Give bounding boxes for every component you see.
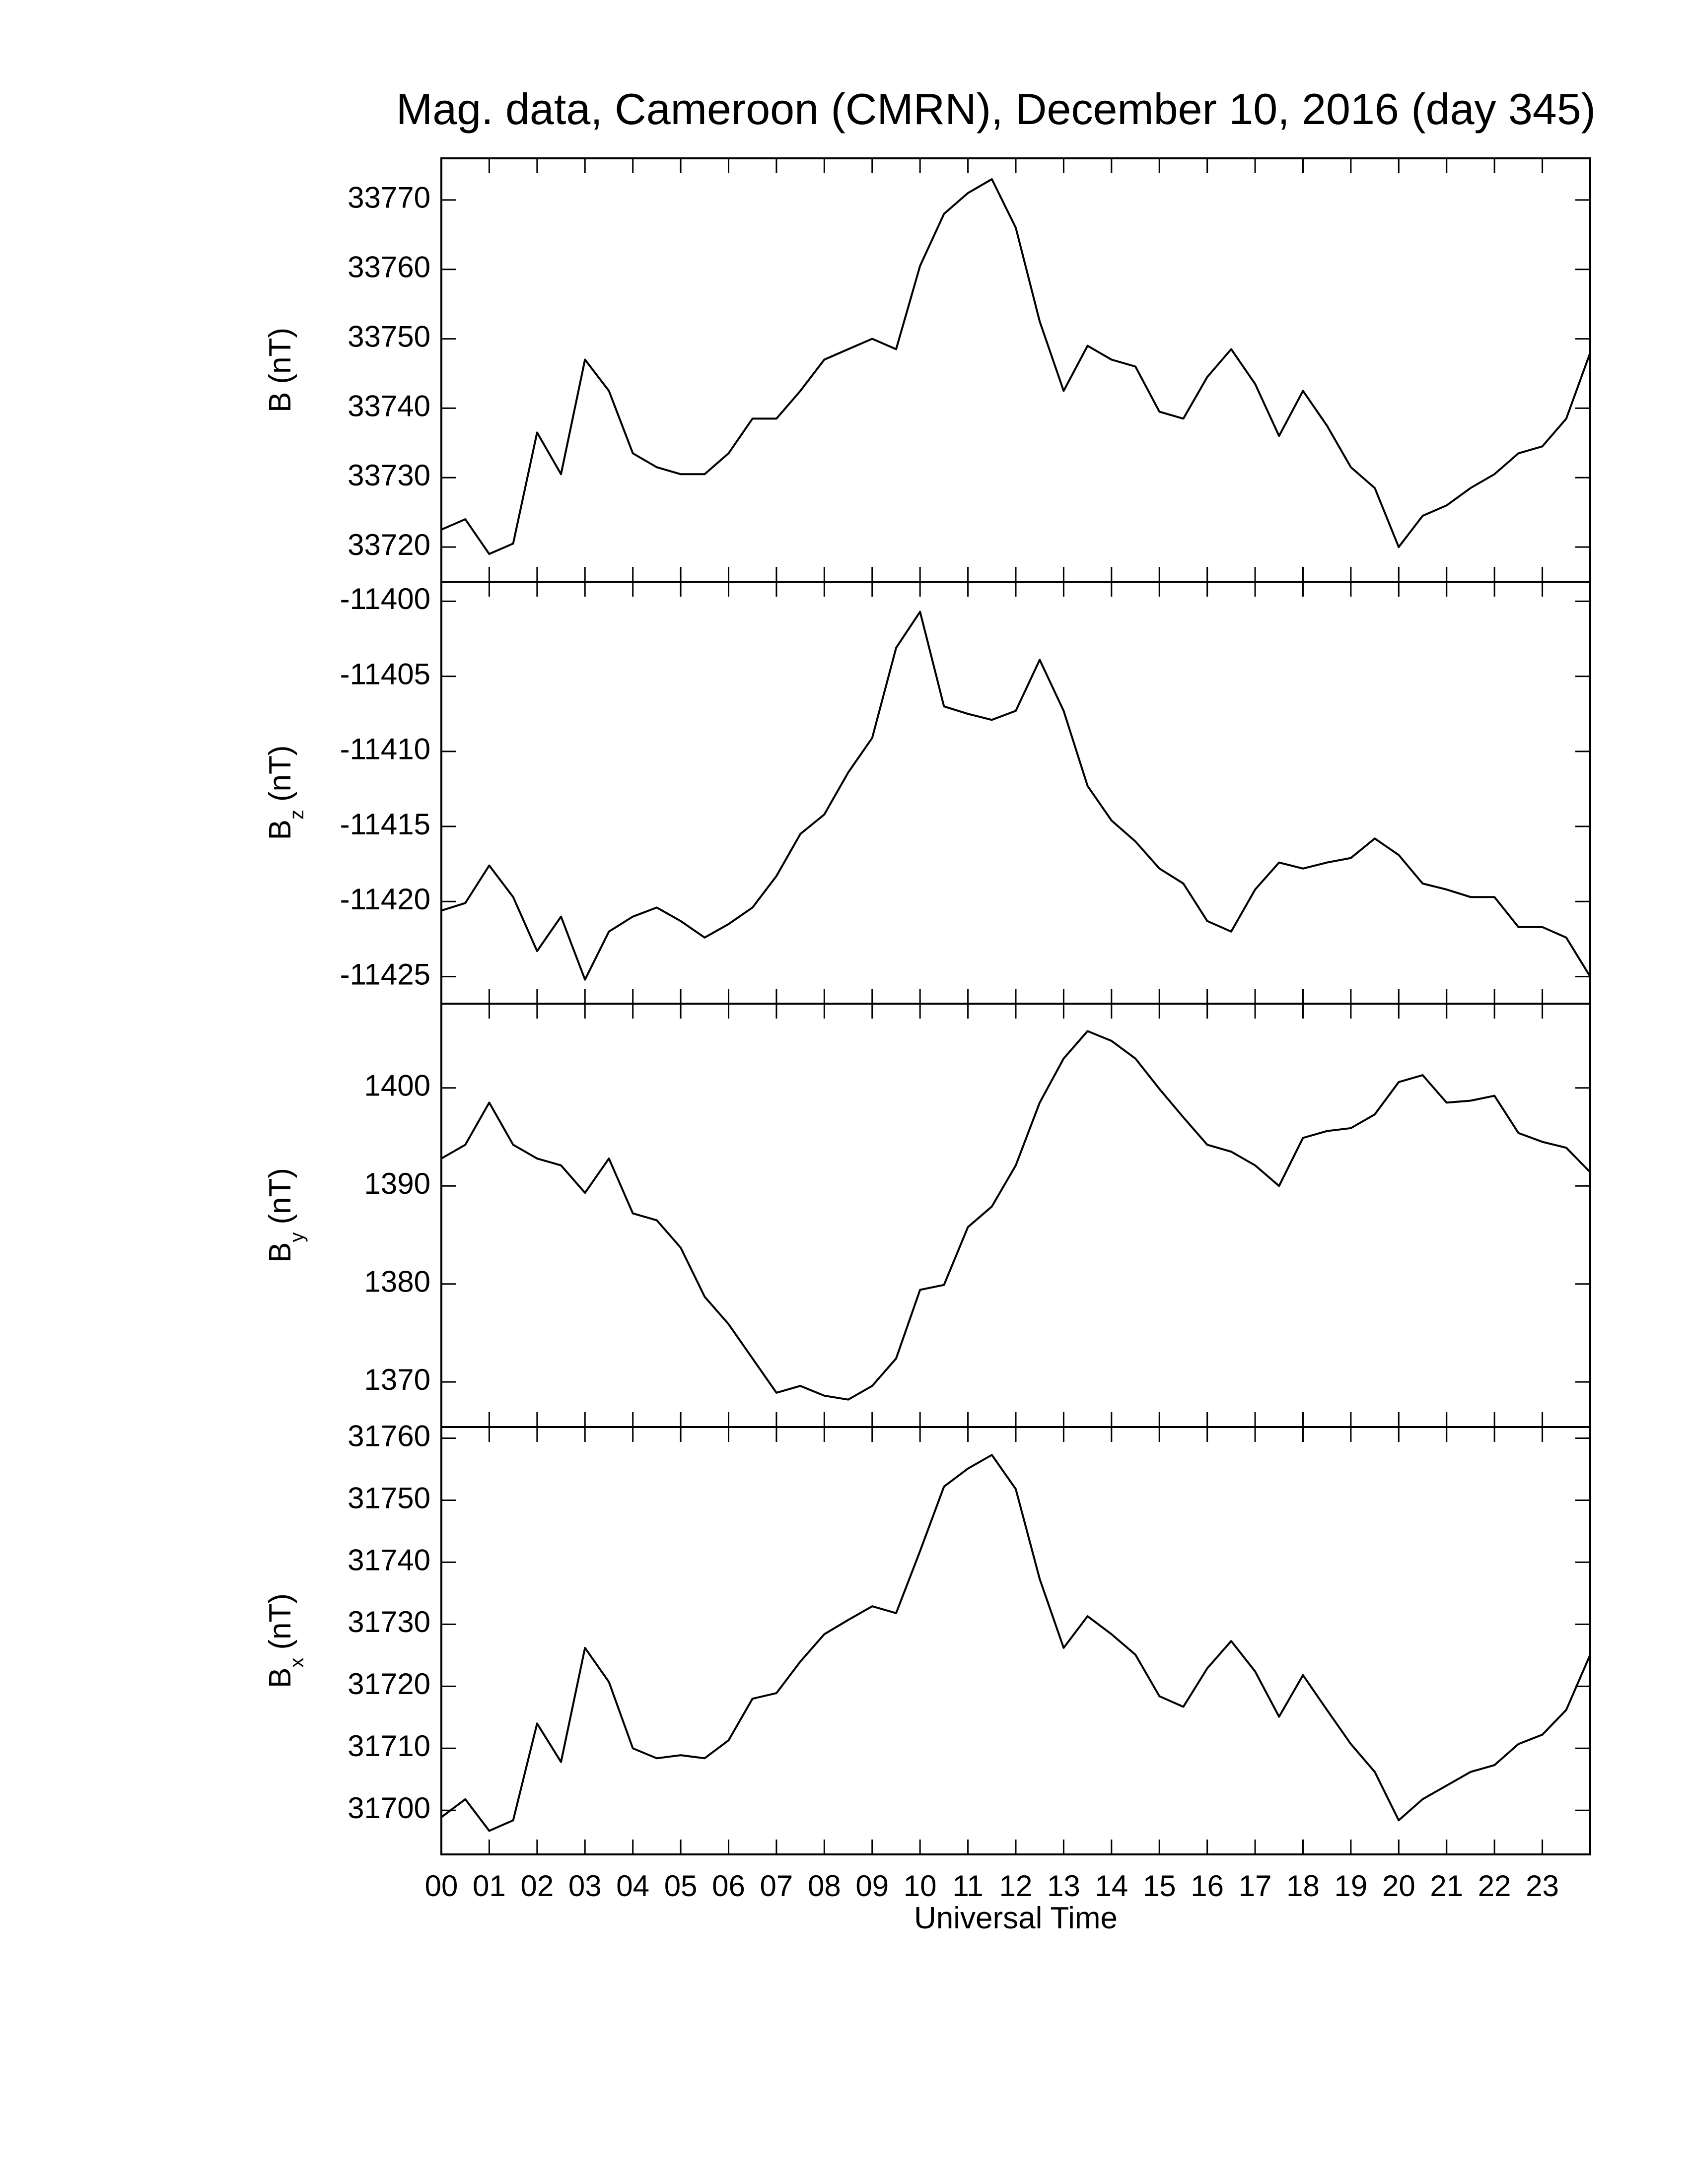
y-tick-label: 1370 [364,1363,430,1396]
y-tick-label: 1380 [364,1265,430,1298]
y-tick-label: -11410 [340,733,430,766]
x-tick-label: 09 [855,1869,889,1903]
x-tick-label: 22 [1478,1869,1511,1903]
y-label-sub: x [286,1658,308,1668]
x-tick-label: 23 [1526,1869,1559,1903]
x-tick-label: 16 [1191,1869,1224,1903]
y-tick-label: 31740 [348,1543,430,1576]
y-tick-label: 31710 [348,1729,430,1763]
data-line [440,1454,1591,1832]
y-tick-label: 31760 [348,1419,430,1452]
y-label-unit: (nT) [263,1593,297,1650]
y-tick-label: 33750 [348,320,430,353]
y-label-base: B [263,1668,297,1688]
y-label-sub: z [286,810,308,819]
x-tick-label: 06 [712,1869,745,1903]
y-tick-label: 33760 [348,251,430,284]
y-tick-label: 33730 [348,459,430,492]
x-axis-label: Universal Time [914,1901,1118,1935]
y-tick-label: 33770 [348,181,430,214]
y-tick-label: -11425 [340,957,430,991]
x-tick-label: 20 [1382,1869,1415,1903]
x-tick-label: 14 [1095,1869,1128,1903]
y-label-unit: (nT) [263,328,297,384]
y-axis-label: Bz (nT) [263,745,308,840]
y-tick-label: 31720 [348,1667,430,1701]
x-tick-label: 13 [1047,1869,1080,1903]
x-tick-label: 17 [1239,1869,1272,1903]
x-tick-label: 00 [425,1869,458,1903]
y-tick-label: 31700 [348,1791,430,1825]
y-tick-label: 33740 [348,389,430,422]
plot-frame [440,1003,1591,1428]
y-label-unit: (nT) [263,745,297,802]
y-tick-label: -11405 [340,657,430,690]
y-axis-label: B (nT) [263,328,297,412]
data-line [441,1030,1591,1401]
y-label-base: B [263,819,297,840]
x-tick-label: 21 [1430,1869,1463,1903]
plot-frame [440,157,1591,583]
x-tick-label: 07 [760,1869,793,1903]
y-tick-label: -11415 [340,808,430,841]
y-tick-label: 31730 [348,1605,430,1638]
y-tick-label: -11400 [340,582,430,615]
x-tick-label: 02 [520,1869,554,1903]
x-tick-label: 08 [808,1869,841,1903]
x-tick-label: 19 [1335,1869,1368,1903]
x-tick-label: 04 [616,1869,649,1903]
y-axis-label: By (nT) [263,1168,308,1263]
y-label-unit: (nT) [263,1168,297,1225]
x-tick-label: 11 [952,1869,983,1903]
y-tick-label: 1400 [364,1069,430,1102]
y-tick-label: 33720 [348,528,430,561]
x-tick-label: 12 [999,1869,1033,1903]
y-tick-label: 1390 [364,1167,430,1200]
x-tick-label: 10 [904,1869,937,1903]
x-tick-label: 15 [1143,1869,1176,1903]
x-tick-label: 05 [664,1869,698,1903]
plot-frame [440,581,1591,1005]
data-line [441,611,1591,981]
x-tick-label: 01 [473,1869,506,1903]
y-label-sub: y [286,1232,308,1242]
chart-title: Mag. data, Cameroon (CMRN), December 10,… [396,84,1596,134]
y-label-base: B [263,1242,297,1263]
x-tick-label: 18 [1286,1869,1320,1903]
y-tick-label: 31750 [348,1481,430,1514]
data-line [441,178,1591,555]
y-tick-label: -11420 [340,883,430,916]
y-axis-label: Bx (nT) [263,1593,308,1688]
x-tick-label: 03 [568,1869,602,1903]
y-label-base: B [263,392,297,412]
